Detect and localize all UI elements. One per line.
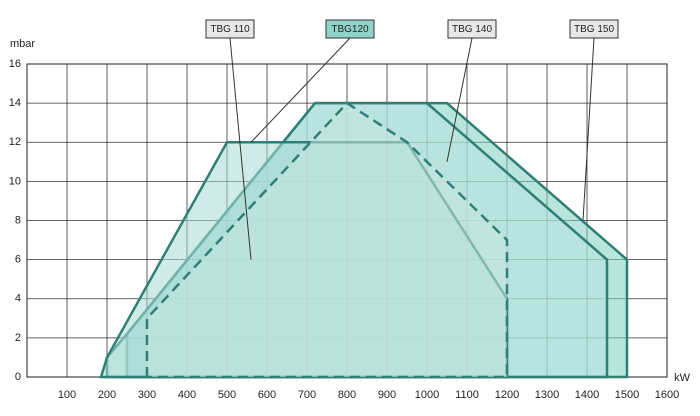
leader-line [582, 37, 595, 221]
leader-line [250, 37, 351, 143]
x-tick-label: 100 [58, 389, 76, 401]
x-tick-label: 500 [218, 389, 236, 401]
label-box [205, 19, 255, 39]
x-axis-label: kW [674, 372, 691, 384]
x-tick-label: 1300 [535, 389, 559, 401]
legend-label: TBG 140 [452, 24, 492, 35]
y-tick-label: 8 [15, 214, 21, 226]
leader-line [446, 37, 473, 162]
working-field [145, 101, 509, 379]
label-box [569, 19, 619, 39]
x-tick-label: 1400 [575, 389, 599, 401]
x-tick-label: 400 [178, 389, 196, 401]
label-box [325, 19, 375, 39]
y-tick-label: 14 [9, 97, 21, 109]
leader-line [229, 37, 252, 260]
legend-label: TBG120 [331, 24, 369, 35]
x-tick-label: 1600 [655, 389, 679, 401]
y-tick-label: 4 [15, 293, 21, 305]
x-tick-label: 300 [138, 389, 156, 401]
label-box [447, 19, 497, 39]
y-tick-label: 10 [9, 175, 21, 187]
legend-label: TBG 150 [574, 24, 614, 35]
x-tick-label: 800 [338, 389, 356, 401]
legend-label: TBG 110 [210, 24, 250, 35]
y-tick-label: 12 [9, 136, 21, 148]
y-tick-label: 16 [9, 58, 21, 70]
y-tick-label: 2 [15, 332, 21, 344]
x-tick-label: 600 [258, 389, 276, 401]
x-tick-label: 1200 [495, 389, 519, 401]
y-axis-label: mbar [10, 38, 35, 50]
y-tick-label: 6 [15, 254, 21, 266]
x-tick-label: 200 [98, 389, 116, 401]
y-tick-label: 0 [15, 371, 21, 383]
x-tick-label: 1000 [415, 389, 439, 401]
x-tick-label: 1500 [615, 389, 639, 401]
x-tick-label: 700 [298, 389, 316, 401]
x-tick-label: 900 [378, 389, 396, 401]
x-tick-label: 1100 [455, 389, 479, 401]
